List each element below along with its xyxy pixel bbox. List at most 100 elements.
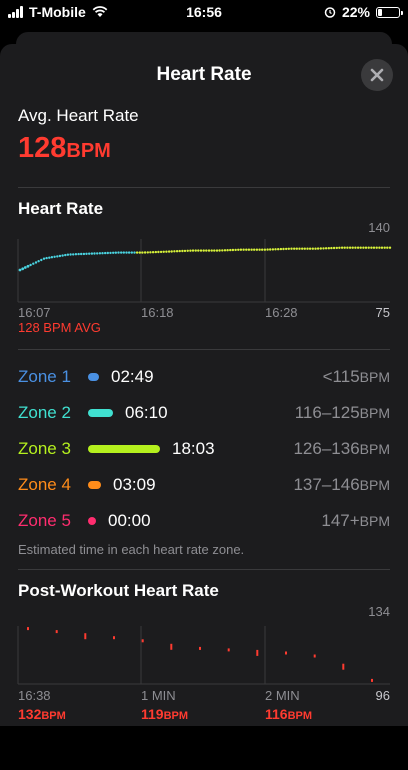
- hr-data-point: [88, 252, 91, 255]
- hr-data-point: [364, 246, 368, 249]
- zone-range: 116–125BPM: [295, 403, 390, 423]
- hr-data-point: [34, 261, 38, 264]
- status-bar: T-Mobile 16:56 22%: [0, 0, 408, 24]
- zone-time: 00:00: [108, 511, 151, 530]
- hr-data-point: [234, 248, 237, 252]
- hr-data-point: [64, 253, 67, 257]
- hr-x-label-3: 16:28: [265, 305, 298, 320]
- post-y-max-label: 134: [368, 604, 390, 619]
- hr-data-point: [351, 246, 354, 249]
- hr-data-point: [199, 249, 203, 252]
- hr-data-point: [279, 247, 283, 251]
- hr-data-point: [42, 257, 46, 260]
- alarm-icon: [324, 7, 336, 18]
- hr-y-min-label: 75: [376, 305, 390, 320]
- hr-data-point: [143, 251, 147, 254]
- hr-data-point: [239, 248, 243, 251]
- hr-data-point: [170, 250, 173, 253]
- post-data-points: [27, 627, 373, 682]
- hr-data-point: [332, 246, 336, 250]
- hr-data-point: [186, 249, 189, 252]
- zone-duration-bar: [88, 373, 99, 381]
- post-data-point: [285, 651, 287, 655]
- hr-data-point: [335, 246, 338, 250]
- hr-data-point: [311, 247, 314, 250]
- hr-data-point: [287, 247, 290, 250]
- hr-data-point: [58, 254, 62, 258]
- zone-range-unit: BPM: [359, 441, 390, 457]
- hr-data-point: [226, 249, 229, 252]
- hr-data-point: [45, 256, 48, 260]
- post-x-label-3: 2 MIN: [265, 688, 300, 703]
- hr-data-point: [112, 251, 115, 254]
- post-data-point: [256, 649, 259, 656]
- hr-data-point: [74, 253, 78, 256]
- hr-data-point: [151, 251, 155, 254]
- battery-percent: 22%: [341, 4, 370, 20]
- hr-data-point: [194, 249, 197, 252]
- zone-range: <115BPM: [323, 367, 390, 387]
- hr-data-point: [93, 252, 96, 255]
- avg-heart-rate-value: 128BPM: [18, 132, 111, 165]
- hr-data-point: [378, 246, 381, 249]
- zone-row: Zone 2 06:10 116–125BPM: [18, 398, 390, 428]
- zone-range-value: 147+: [321, 511, 360, 530]
- post-data-point: [371, 678, 373, 682]
- hr-data-point: [40, 258, 43, 262]
- hr-data-point: [138, 251, 141, 254]
- hr-data-point: [66, 253, 70, 256]
- post-data-point: [313, 654, 316, 658]
- post-x-label-1: 16:38: [18, 688, 51, 703]
- hr-data-point: [90, 252, 94, 255]
- hr-data-point: [120, 251, 123, 254]
- avg-heart-rate-label: Avg. Heart Rate: [18, 106, 139, 125]
- hr-data-point: [298, 247, 301, 250]
- zone-name: Zone 3: [18, 439, 71, 458]
- hr-data-point: [348, 246, 352, 249]
- hr-data-point: [386, 246, 389, 249]
- hr-data-point: [327, 247, 330, 250]
- hr-data-point: [263, 248, 267, 251]
- hr-data-point: [237, 248, 240, 251]
- hr-data-point: [388, 246, 392, 249]
- hr-data-point: [306, 247, 309, 250]
- hr-data-points: [18, 246, 392, 272]
- hr-data-point: [346, 246, 349, 249]
- hr-data-point: [130, 251, 133, 254]
- hr-data-point: [356, 246, 360, 249]
- hr-data-point: [98, 252, 102, 255]
- hr-data-point: [21, 267, 25, 271]
- hr-data-point: [269, 248, 272, 251]
- zone-time: 06:10: [125, 403, 168, 422]
- hr-data-point: [253, 248, 256, 251]
- post-data-point: [55, 630, 58, 634]
- hr-data-point: [255, 248, 259, 251]
- post-value-3: 116BPM: [265, 706, 312, 722]
- divider: [18, 187, 390, 188]
- hr-data-point: [101, 252, 104, 255]
- post-data-point: [170, 643, 173, 650]
- post-data-point: [199, 646, 201, 650]
- hr-data-point: [308, 247, 312, 250]
- hr-data-point: [48, 256, 51, 259]
- divider: [18, 349, 390, 350]
- hr-y-max-label: 140: [368, 220, 390, 235]
- hr-data-point: [242, 248, 245, 251]
- hr-data-point: [37, 260, 40, 263]
- hr-data-point: [114, 251, 118, 254]
- hr-data-point: [175, 250, 179, 253]
- post-data-point: [27, 627, 29, 631]
- hr-data-point: [207, 249, 211, 252]
- close-button[interactable]: [361, 59, 393, 91]
- hr-data-point: [109, 251, 112, 255]
- hr-data-point: [250, 248, 253, 251]
- zone-range-unit: BPM: [359, 513, 390, 529]
- zone-range-value: 116–125: [294, 403, 360, 422]
- hr-data-point: [61, 254, 64, 257]
- hr-data-point: [56, 255, 59, 258]
- hr-data-point: [106, 251, 110, 255]
- hr-data-point: [210, 249, 213, 252]
- avg-value-unit: BPM: [66, 140, 111, 162]
- hr-data-point: [154, 250, 157, 254]
- hr-data-point: [293, 247, 296, 250]
